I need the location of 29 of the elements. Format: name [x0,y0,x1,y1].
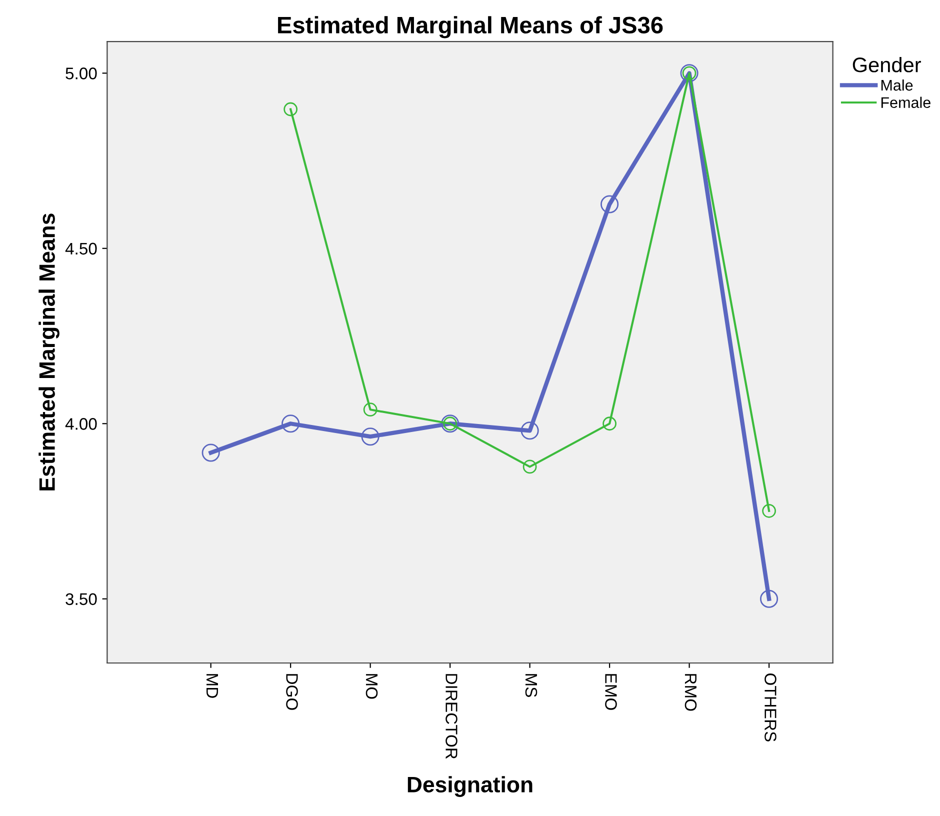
x-tick-label: MO [366,674,378,699]
point [520,422,539,440]
x-tick-label: OTHERS [764,674,776,742]
point [522,460,537,474]
point [363,402,378,417]
x-tick-label: DGO [286,674,298,710]
chart-title: Estimated Marginal Means of JS36 [278,16,663,38]
legend-label: Male [881,79,913,91]
y-tick-label: 3.50 [66,593,97,606]
point [600,195,619,214]
y-axis-title: Estimated Marginal Means [38,214,60,490]
point [762,504,776,518]
y-tick-label: 5.00 [66,68,97,80]
x-tick-label: MS [525,674,538,697]
point [602,416,616,431]
point [282,414,300,433]
point [284,102,298,116]
x-tick-label: DIRECTOR [446,674,458,759]
y-tick-label: 4.00 [65,418,97,430]
point [361,428,380,446]
x-tick-label: MD [206,674,218,698]
x-tick-label: RMO [684,674,697,711]
point [202,444,220,462]
x-axis-title: Designation [408,776,532,797]
x-tick-label: EMO [605,674,617,710]
legend-title: Gender [852,56,921,72]
legend-label: Female [881,96,930,108]
point [760,590,778,608]
y-tick-label: 4.50 [65,242,97,255]
